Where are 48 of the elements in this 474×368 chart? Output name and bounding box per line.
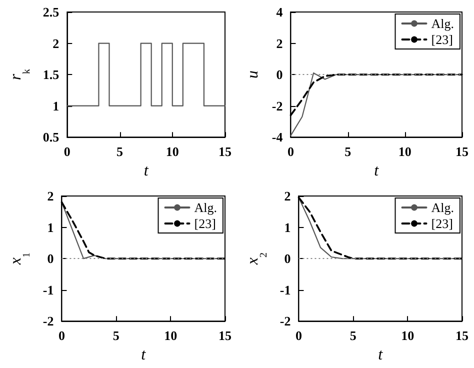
y-tick-label: 2.5 xyxy=(42,4,60,20)
y-tick-label: 1.5 xyxy=(42,67,60,82)
y-axis-title: rk xyxy=(8,68,32,80)
y-tick-label: 2 xyxy=(276,36,283,51)
x-axis-title: t xyxy=(378,346,384,364)
legend-label: [23] xyxy=(431,32,453,47)
y-tick-label: 2 xyxy=(52,36,60,51)
y-tick-label: 1 xyxy=(52,98,60,114)
y-tick-label: -2 xyxy=(280,314,291,329)
x-tick-label: 10 xyxy=(166,144,179,160)
x-tick-label: 5 xyxy=(344,144,352,160)
y-tick-label: -1 xyxy=(280,282,291,298)
y-tick-label: -4 xyxy=(272,130,284,145)
x-axis-title: t xyxy=(144,162,149,180)
x-tick-label: 15 xyxy=(456,328,469,344)
y-tick-label: 1 xyxy=(284,220,291,235)
y-tick-label: 1 xyxy=(47,220,54,235)
y-tick-label: 0 xyxy=(284,251,291,266)
legend-label: [23] xyxy=(194,216,216,231)
legend-label: Alg. xyxy=(431,200,454,215)
y-tick-label: 0 xyxy=(276,67,283,82)
y-tick-label: 2 xyxy=(47,188,54,204)
legend-label: Alg. xyxy=(431,16,454,31)
legend-label: Alg. xyxy=(194,200,217,215)
x-tick-label: 5 xyxy=(350,328,357,344)
x-tick-label: 15 xyxy=(218,328,232,344)
y-tick-label: 0 xyxy=(47,251,54,266)
y-tick-label: 0.5 xyxy=(42,130,60,145)
x-tick-label: 5 xyxy=(112,328,120,344)
x-tick-label: 0 xyxy=(295,328,302,344)
x-axis-title: t xyxy=(141,346,146,364)
x-tick-label: 5 xyxy=(116,144,124,160)
x-axis-title: t xyxy=(374,162,380,180)
legend-label: [23] xyxy=(431,216,453,231)
x-tick-label: 10 xyxy=(401,328,414,344)
y-tick-label: -1 xyxy=(42,282,54,298)
x-tick-label: 0 xyxy=(64,144,70,160)
y-axis-title: u xyxy=(244,70,262,79)
y-tick-label: -2 xyxy=(272,98,283,114)
y-axis-title: x2 xyxy=(244,252,270,266)
x-tick-label: 10 xyxy=(164,328,178,344)
y-tick-label: 4 xyxy=(276,4,284,20)
x-tick-label: 10 xyxy=(398,144,412,160)
y-tick-label: -2 xyxy=(42,314,54,329)
y-axis-title: x1 xyxy=(8,252,32,266)
x-tick-label: 15 xyxy=(456,144,469,160)
y-tick-label: 2 xyxy=(284,188,291,204)
x-tick-label: 15 xyxy=(218,144,232,160)
